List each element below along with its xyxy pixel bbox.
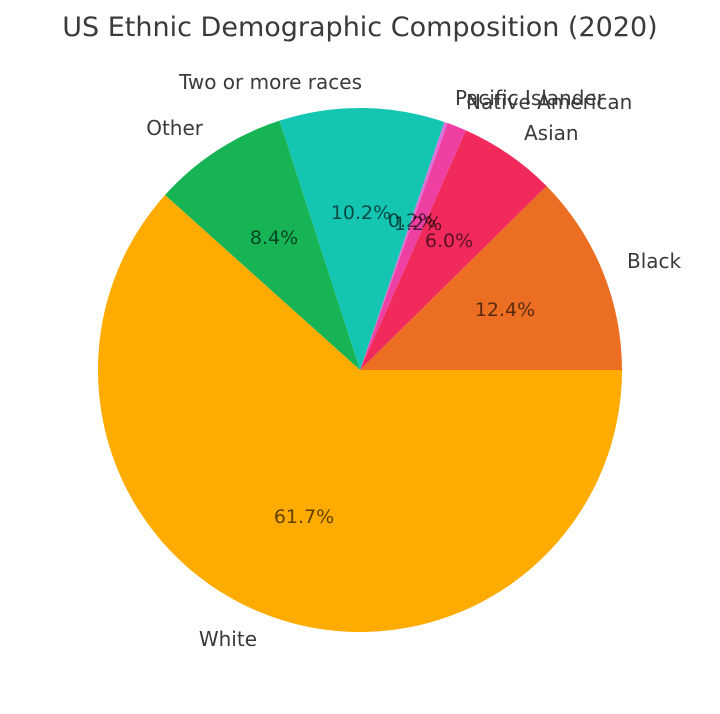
slice-label-black: Black [627, 249, 682, 273]
pct-label-asian: 6.0% [424, 230, 474, 252]
pie-slice-asian[interactable] [360, 130, 547, 370]
pct-label-other: 8.4% [249, 227, 299, 249]
pie-slice-pacific-islander[interactable] [360, 121, 448, 371]
pie-slice-native-american[interactable] [360, 123, 466, 370]
pie-slice-white[interactable] [97, 195, 622, 632]
pie-slice-two-or-more-races[interactable] [279, 107, 445, 371]
slice-label-white: White [198, 627, 257, 651]
slice-label-native-american: Native American [466, 90, 633, 114]
slice-label-two-or-more-races: Two or more races [178, 70, 362, 94]
pie-slice-black[interactable] [360, 186, 622, 370]
pie-slice-other[interactable] [164, 120, 360, 370]
pct-label-native-american: 1.2% [393, 213, 443, 235]
slice-label-asian: Asian [524, 121, 579, 145]
slice-label-pacific-islander: Pacific Islander [455, 86, 605, 110]
pct-label-pacific-islander: 0.2% [387, 210, 437, 232]
slice-label-other: Other [146, 116, 203, 140]
pct-label-black: 12.4% [474, 299, 536, 321]
pct-label-white: 61.7% [273, 506, 335, 528]
chart-title: US Ethnic Demographic Composition (2020) [62, 12, 658, 43]
pct-label-two-or-more-races: 10.2% [330, 202, 392, 224]
